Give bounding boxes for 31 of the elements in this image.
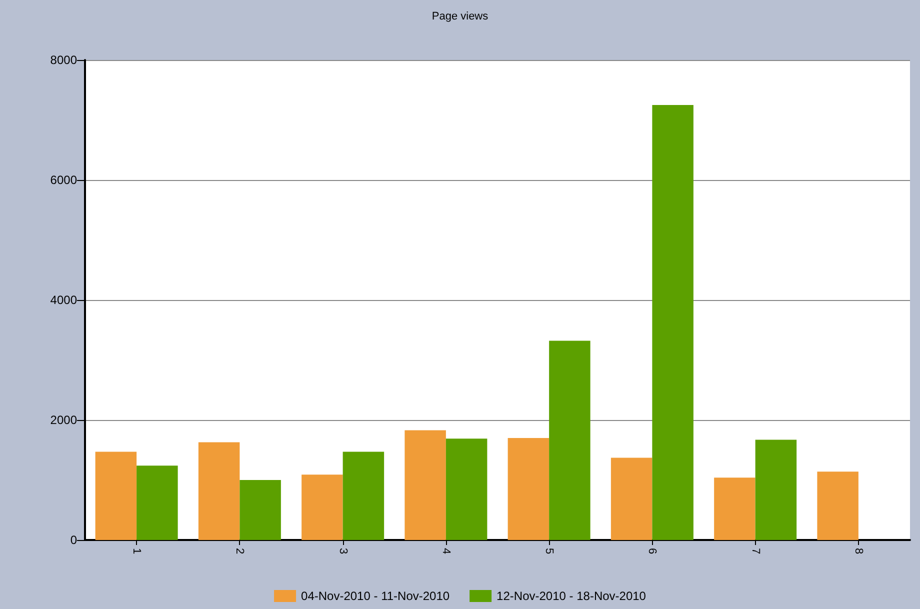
bar: [610, 458, 652, 540]
y-tick-label: 6000: [50, 173, 78, 187]
x-tick-label: 8: [852, 548, 864, 554]
chart-title: Page views: [432, 10, 489, 22]
x-tick-label: 7: [749, 548, 762, 554]
bar: [95, 452, 137, 540]
bar: [755, 440, 797, 540]
bar: [446, 438, 488, 540]
bar: [508, 438, 550, 540]
bar: [652, 105, 694, 540]
bar: [549, 340, 590, 540]
bar: [136, 466, 178, 540]
x-tick-label: 5: [543, 548, 556, 554]
y-tick-label: 2000: [50, 413, 78, 427]
bar: [240, 480, 281, 540]
legend-label: 12-Nov-2010 - 18-Nov-2010: [496, 589, 646, 603]
bar: [404, 430, 446, 540]
y-tick-label: 0: [70, 533, 78, 547]
bar: [198, 442, 240, 540]
x-tick-label: 3: [336, 548, 349, 554]
bar: [302, 474, 343, 540]
bar: [714, 478, 756, 540]
x-tick-label: 2: [234, 548, 246, 554]
x-tick-label: 6: [646, 548, 658, 554]
bar: [817, 472, 858, 540]
y-tick-label: 4000: [50, 293, 78, 307]
x-tick-label: 1: [130, 548, 143, 554]
legend-label: 04-Nov-2010 - 11-Nov-2010: [301, 589, 450, 603]
y-tick-label: 8000: [50, 53, 78, 67]
x-tick-label: 4: [440, 548, 452, 554]
bar: [342, 452, 384, 540]
